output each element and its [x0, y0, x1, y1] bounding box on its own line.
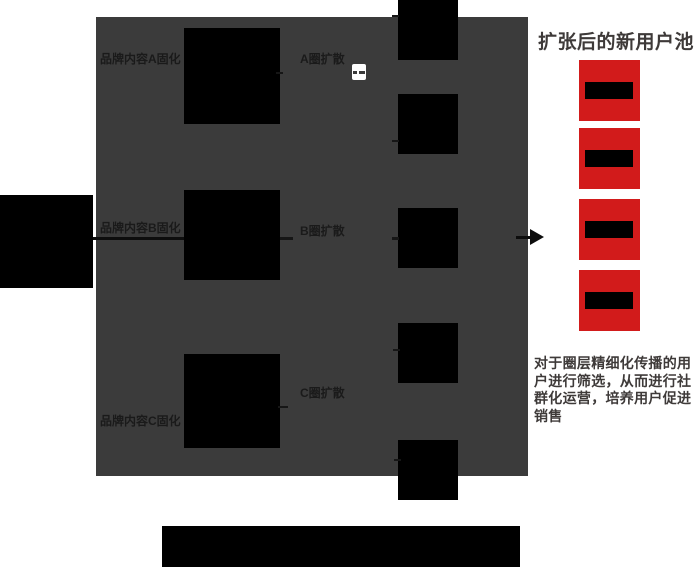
- diffusion-node: [398, 208, 458, 268]
- connector-stub: [276, 72, 283, 74]
- bottom-title-bar: [162, 526, 520, 567]
- content-block-b: [184, 190, 280, 280]
- connector-stub: [392, 140, 399, 142]
- label-brand-content-a: 品牌内容A固化: [100, 52, 181, 66]
- connector-stub: [394, 459, 401, 461]
- diffusion-node: [398, 440, 458, 500]
- diffusion-node: [398, 94, 458, 154]
- brand-source-box: [0, 195, 93, 288]
- card-band: [585, 221, 633, 238]
- connector-stub: [392, 15, 399, 17]
- connector-stub: [393, 349, 400, 351]
- label-brand-content-b: 品牌内容B固化: [100, 221, 181, 235]
- card-band: [585, 292, 633, 309]
- connector-line-main: [93, 237, 185, 240]
- new-user-card: [579, 60, 640, 121]
- card-band: [585, 82, 633, 99]
- output-connector-line: [516, 236, 532, 239]
- caption-text: 对于圈层精细化传播的用户进行筛选，从而进行社群化运营，培养用户促进销售: [534, 355, 692, 424]
- new-user-card: [579, 270, 640, 331]
- label-brand-content-c: 品牌内容C固化: [100, 414, 181, 428]
- diffusion-node: [398, 0, 458, 60]
- card-band: [585, 150, 633, 167]
- card-dash-icon: [353, 71, 357, 74]
- card-dash-icon: [359, 71, 365, 74]
- new-user-pool-title: 扩张后的新用户池: [538, 32, 694, 53]
- connector-stub: [392, 237, 399, 240]
- content-block-a: [184, 28, 280, 124]
- diffusion-node: [398, 323, 458, 383]
- label-diffusion-c: C圈扩散: [300, 386, 345, 400]
- diffusion-panel: [96, 17, 528, 476]
- label-diffusion-a: A圈扩散: [300, 52, 345, 66]
- label-diffusion-b: B圈扩散: [300, 224, 345, 238]
- new-user-card: [579, 128, 640, 189]
- right-arrow-icon: [530, 229, 544, 245]
- content-block-c: [184, 354, 280, 448]
- new-user-card: [579, 199, 640, 260]
- connector-stub: [280, 237, 293, 240]
- white-card-icon: [352, 64, 366, 80]
- connector-stub: [278, 406, 288, 408]
